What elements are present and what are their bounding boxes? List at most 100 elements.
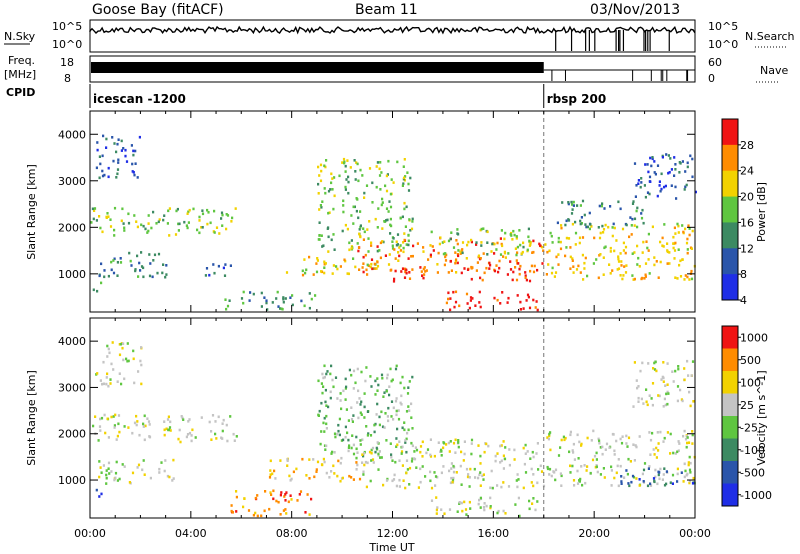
data-cell <box>429 479 432 483</box>
data-cell <box>317 165 320 169</box>
data-cell <box>385 389 388 393</box>
data-cell <box>638 435 641 438</box>
data-cell <box>691 442 694 445</box>
colorbar-segment <box>722 248 738 275</box>
data-cell <box>474 476 477 479</box>
data-cell <box>210 430 213 433</box>
data-cell <box>548 432 551 436</box>
data-cell <box>641 208 644 212</box>
data-cell <box>389 192 392 196</box>
data-cell <box>225 227 228 231</box>
data-cell <box>674 185 677 189</box>
data-cell <box>436 263 439 266</box>
data-cell <box>324 388 327 392</box>
data-cell <box>589 471 592 475</box>
colorbar-segment <box>722 196 738 223</box>
data-cell <box>592 429 595 433</box>
data-cell <box>358 268 361 271</box>
data-cell <box>352 369 356 373</box>
data-cell <box>185 224 188 227</box>
data-cell <box>515 259 518 262</box>
data-cell <box>498 259 501 263</box>
data-cell <box>493 242 496 246</box>
data-cell <box>564 436 567 440</box>
data-cell <box>672 235 675 239</box>
data-cell <box>468 476 471 479</box>
data-cell <box>658 184 661 187</box>
data-cell <box>483 450 486 454</box>
data-cell <box>572 204 575 207</box>
data-cell <box>620 260 623 263</box>
data-cell <box>525 278 528 282</box>
colorbar-tick-label: 24 <box>740 165 754 178</box>
data-cell <box>356 451 359 454</box>
data-cell <box>551 241 554 244</box>
data-cell <box>280 307 283 311</box>
data-cell <box>143 473 146 476</box>
data-cell <box>615 439 618 443</box>
nave-label: Nave <box>760 64 788 77</box>
data-cell <box>681 399 684 403</box>
data-cell <box>458 502 461 505</box>
data-cell <box>116 142 119 146</box>
data-cell <box>664 403 667 407</box>
data-cell <box>685 183 688 187</box>
data-cell <box>632 200 635 203</box>
data-cell <box>598 441 601 445</box>
data-cell <box>539 244 542 247</box>
data-cell <box>269 469 272 472</box>
data-cell <box>602 228 606 231</box>
data-cell <box>354 381 357 385</box>
data-cell <box>94 415 97 418</box>
data-cell <box>367 250 370 253</box>
data-cell <box>456 510 459 513</box>
data-cell <box>489 506 492 510</box>
data-cell <box>377 452 380 456</box>
data-cell <box>134 162 137 165</box>
data-cell <box>252 513 255 517</box>
data-cell <box>271 472 274 476</box>
data-cell <box>377 207 380 210</box>
data-cell <box>662 245 665 248</box>
data-cell <box>98 176 101 180</box>
data-cell <box>382 240 385 244</box>
data-cell <box>135 220 138 223</box>
data-cell <box>349 166 352 169</box>
data-cell <box>635 184 638 187</box>
data-cell <box>388 200 391 203</box>
data-cell <box>635 445 638 449</box>
data-cell <box>447 297 450 301</box>
data-cell <box>551 266 554 270</box>
data-cell <box>604 448 607 451</box>
data-cell <box>284 493 287 496</box>
data-cell <box>282 509 285 512</box>
data-cell <box>532 497 535 500</box>
data-cell <box>663 185 666 189</box>
data-cell <box>354 170 357 173</box>
data-cell <box>411 268 414 271</box>
data-cell <box>682 434 685 438</box>
data-cell <box>225 423 228 427</box>
data-cell <box>276 290 279 294</box>
data-cell <box>206 208 209 212</box>
data-cell <box>115 438 118 441</box>
data-cell <box>624 271 628 274</box>
data-cell <box>375 446 378 450</box>
data-cell <box>656 194 659 198</box>
data-cell <box>478 301 481 304</box>
data-cell <box>532 270 536 274</box>
data-cell <box>690 247 693 250</box>
data-cell <box>448 450 451 453</box>
data-cell <box>567 237 571 240</box>
data-cell <box>674 168 677 171</box>
data-cell <box>229 264 232 267</box>
data-cell <box>275 499 278 503</box>
data-cell <box>640 277 643 281</box>
data-cell <box>220 217 223 220</box>
data-cell <box>670 168 673 171</box>
data-cell <box>669 432 672 436</box>
data-cell <box>333 248 336 251</box>
data-cell <box>104 431 107 435</box>
data-cell <box>613 226 616 230</box>
data-cell <box>413 457 417 461</box>
